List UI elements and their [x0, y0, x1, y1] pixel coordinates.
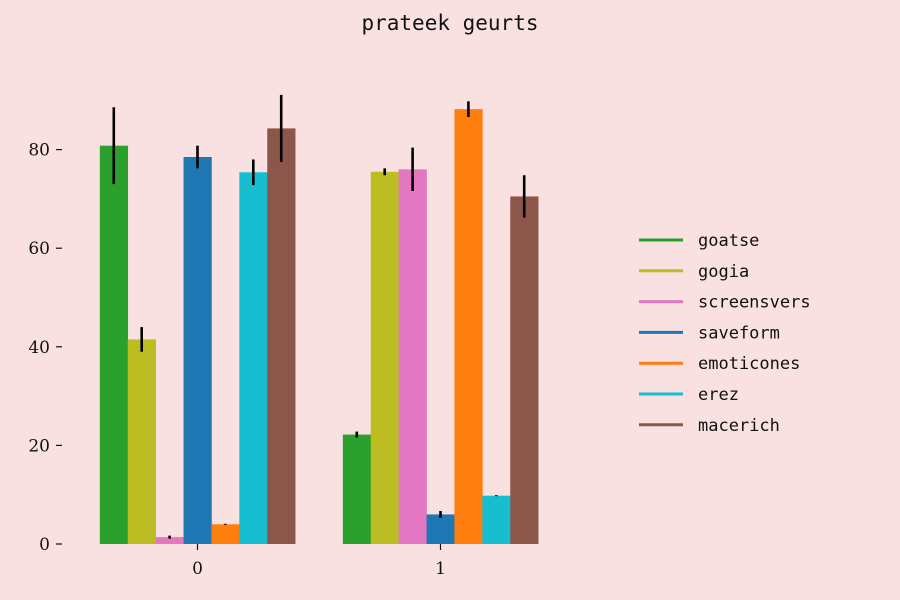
bar-erez-0 [239, 172, 268, 544]
bar-goatse-1 [342, 434, 372, 544]
legend: goatse gogia screensvers saveform emoticones… [639, 231, 811, 436]
bar-gogia-0 [127, 339, 156, 544]
chart-title: prateek geurts [361, 11, 538, 35]
x-tick-label-1: 1 [435, 559, 446, 579]
bar-gogia-1 [370, 171, 399, 545]
legend-label-emoticones: emoticones [698, 354, 800, 374]
bar-saveform-0 [183, 157, 212, 544]
bar-goatse-0 [99, 145, 129, 544]
bar-screensvers-0 [155, 537, 184, 544]
bar-saveform-1 [426, 514, 455, 544]
y-tick-label-80: 80 [28, 141, 50, 161]
bar-screensvers-1 [398, 169, 427, 544]
legend-label-erez: erez [698, 385, 739, 405]
bar-emoticones-0 [211, 524, 240, 544]
y-tick-label-20: 20 [28, 436, 50, 456]
legend-label-macerich: macerich [698, 416, 780, 436]
bar-erez-1 [482, 495, 511, 544]
legend-label-screensvers: screensvers [698, 293, 811, 313]
legend-label-gogia: gogia [698, 262, 749, 282]
y-tick-label-40: 40 [28, 338, 50, 358]
legend-label-goatse: goatse [698, 231, 759, 251]
y-tick-label-0: 0 [39, 535, 50, 555]
bar-emoticones-1 [454, 109, 483, 545]
bar-macerich-0 [267, 128, 296, 544]
legend-label-saveform: saveform [698, 323, 780, 343]
plot-area [99, 94, 539, 545]
x-tick-label-0: 0 [192, 559, 203, 579]
axes: 0 20 40 60 80 0 1 [28, 141, 446, 579]
bar-macerich-1 [510, 196, 539, 544]
y-tick-label-60: 60 [28, 239, 50, 259]
